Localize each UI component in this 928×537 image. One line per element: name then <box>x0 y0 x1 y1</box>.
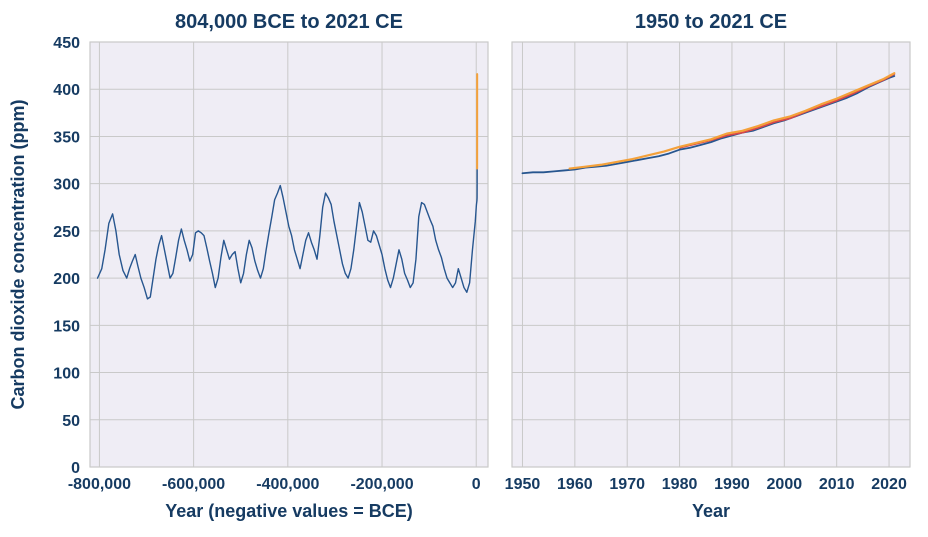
right-panel: 1950 1960 1970 1980 1990 2000 2010 2020 1950 to … <box>505 11 910 521</box>
y-tick-label: 250 <box>53 224 80 241</box>
co2-chart-pair: Carbon dioxide concentration (ppm) 0 50 100… <box>0 0 928 537</box>
x-tick-label: 2010 <box>819 476 855 493</box>
x-tick-label: 0 <box>472 476 481 493</box>
x-tick-label: -600,000 <box>162 476 225 493</box>
y-tick-label: 150 <box>53 318 80 335</box>
x-tick-label: 1970 <box>609 476 645 493</box>
y-tick-label: 0 <box>71 460 80 477</box>
x-tick-label: 1960 <box>557 476 593 493</box>
y-tick-label: 100 <box>53 366 80 383</box>
y-tick-label: 200 <box>53 271 80 288</box>
plot-background <box>90 42 488 467</box>
y-tick-label: 400 <box>53 82 80 99</box>
x-tick-label: 2020 <box>871 476 907 493</box>
x-tick-label: -800,000 <box>68 476 131 493</box>
left-panel: 0 50 100 150 200 250 300 350 400 450 -800,000 -600,… <box>53 11 488 521</box>
x-tick-label: -200,000 <box>350 476 413 493</box>
x-axis-label: Year (negative values = BCE) <box>165 501 413 521</box>
panel-title: 804,000 BCE to 2021 CE <box>175 11 403 33</box>
x-tick-label: 1980 <box>662 476 698 493</box>
y-tick-label: 350 <box>53 129 80 146</box>
y-axis-label: Carbon dioxide concentration (ppm) <box>8 99 28 409</box>
x-axis-label: Year <box>692 501 730 521</box>
x-tick-label: -400,000 <box>256 476 319 493</box>
y-tick-label: 50 <box>62 413 80 430</box>
x-tick-label: 2000 <box>767 476 803 493</box>
plot-background <box>512 42 910 467</box>
x-tick-label: 1950 <box>505 476 541 493</box>
y-tick-label: 450 <box>53 35 80 52</box>
x-tick-label: 1990 <box>714 476 750 493</box>
y-tick-label: 300 <box>53 177 80 194</box>
panel-title: 1950 to 2021 CE <box>635 11 787 33</box>
